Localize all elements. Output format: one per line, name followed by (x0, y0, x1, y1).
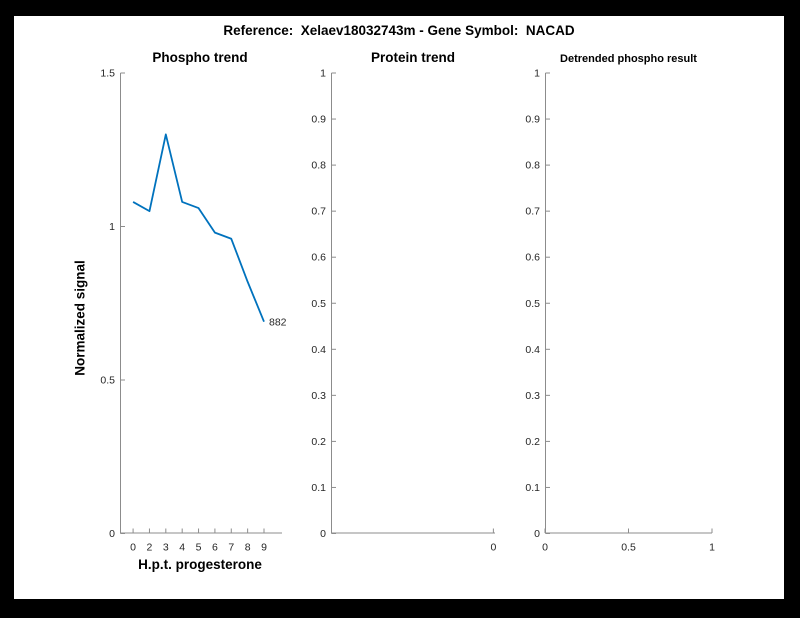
y-tick-label: 0.6 (311, 252, 326, 264)
y-tick-label: 0.4 (525, 344, 540, 356)
y-tick-label: 1 (534, 68, 540, 80)
plot-title-protein-trend: Protein trend (370, 50, 455, 65)
x-tick-label: 0.5 (621, 542, 636, 554)
y-tick-label: 0.6 (525, 252, 540, 264)
endpoint-value-label: 882 (269, 317, 287, 329)
y-tick-label: 1.5 (100, 68, 115, 80)
y-tick-label: 0.3 (311, 390, 326, 402)
y-tick-label: 0.2 (525, 436, 540, 448)
protein-trend-axes: 0 0.1 0.2 0.3 0.4 0.5 0.6 0.7 0.8 0.9 1 0 (311, 68, 496, 554)
y-tick-label: 0.9 (525, 114, 540, 126)
detrended-phospho-axes: 0 0.1 0.2 0.3 0.4 0.5 0.6 0.7 0.8 0.9 1 0 0.5 1 (525, 68, 715, 554)
y-tick-label: 0.1 (311, 482, 326, 494)
y-tick-label: 0.8 (525, 160, 540, 172)
x-tick-label: 7 (228, 542, 234, 554)
x-tick-label: 1 (709, 542, 715, 554)
x-tick-label: 2 (146, 542, 152, 554)
figure-title: Reference: Xelaev18032743m - Gene Symbol… (223, 23, 575, 38)
x-tick-label: 8 (244, 542, 250, 554)
y-tick-label: 0.3 (525, 390, 540, 402)
plot-title-detrended-phospho: Detrended phospho result (560, 53, 697, 65)
y-tick-label: 0 (320, 528, 326, 540)
plot-title-phospho-trend: Phospho trend (152, 50, 248, 65)
x-tick-label: 6 (211, 542, 217, 554)
y-tick-label: 0.7 (525, 206, 540, 218)
y-tick-label: 0.5 (311, 298, 326, 310)
y-tick-label: 0.1 (525, 482, 540, 494)
y-tick-label: 1 (109, 221, 115, 233)
y-tick-label: 1 (320, 68, 326, 80)
y-tick-label: 0.9 (311, 114, 326, 126)
y-tick-label: 0 (109, 528, 115, 540)
x-tick-label: 3 (162, 542, 168, 554)
y-tick-label: 0.5 (525, 298, 540, 310)
y-tick-label: 0.7 (311, 206, 326, 218)
y-tick-label: 0.2 (311, 436, 326, 448)
x-tick-label: 0 (542, 542, 548, 554)
x-tick-label: 0 (490, 542, 496, 554)
y-tick-label: 0.5 (100, 375, 115, 387)
x-axis-label: H.p.t. progesterone (138, 557, 262, 572)
x-tick-label: 5 (195, 542, 201, 554)
y-tick-label: 0.4 (311, 344, 326, 356)
x-tick-label: 0 (130, 542, 136, 554)
x-tick-label: 9 (261, 542, 267, 554)
y-tick-label: 0 (534, 528, 540, 540)
trend-line (132, 133, 265, 323)
x-tick-label: 4 (179, 542, 185, 554)
matlab-figure: Reference: Xelaev18032743m - Gene Symbol… (14, 16, 784, 599)
y-tick-label: 0.8 (311, 160, 326, 172)
